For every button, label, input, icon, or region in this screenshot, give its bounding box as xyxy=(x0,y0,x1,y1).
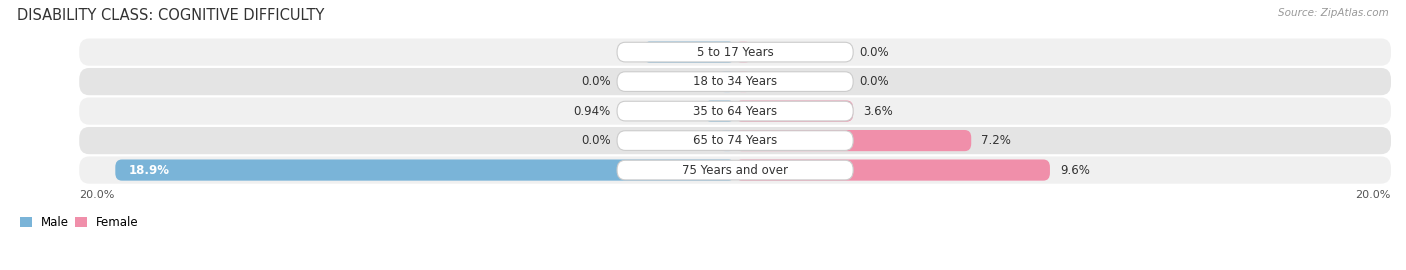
Text: 9.6%: 9.6% xyxy=(1060,164,1090,177)
FancyBboxPatch shape xyxy=(115,160,735,181)
FancyBboxPatch shape xyxy=(735,100,853,122)
FancyBboxPatch shape xyxy=(79,156,1391,184)
FancyBboxPatch shape xyxy=(617,131,853,150)
Text: 7.2%: 7.2% xyxy=(981,134,1011,147)
FancyBboxPatch shape xyxy=(79,127,1391,154)
FancyBboxPatch shape xyxy=(617,72,853,92)
Text: 3.6%: 3.6% xyxy=(863,104,893,118)
FancyBboxPatch shape xyxy=(718,71,735,92)
FancyBboxPatch shape xyxy=(79,68,1391,95)
FancyBboxPatch shape xyxy=(617,101,853,121)
FancyBboxPatch shape xyxy=(79,39,1391,66)
Text: DISABILITY CLASS: COGNITIVE DIFFICULTY: DISABILITY CLASS: COGNITIVE DIFFICULTY xyxy=(17,8,325,23)
FancyBboxPatch shape xyxy=(79,97,1391,125)
Text: 5 to 17 Years: 5 to 17 Years xyxy=(697,46,773,59)
FancyBboxPatch shape xyxy=(718,130,735,151)
FancyBboxPatch shape xyxy=(704,100,735,122)
Text: 0.94%: 0.94% xyxy=(574,104,610,118)
Text: 0.0%: 0.0% xyxy=(581,134,610,147)
Text: 0.0%: 0.0% xyxy=(859,75,890,88)
FancyBboxPatch shape xyxy=(617,42,853,62)
Text: 0.0%: 0.0% xyxy=(581,75,610,88)
FancyBboxPatch shape xyxy=(735,130,972,151)
Text: 2.8%: 2.8% xyxy=(657,46,689,59)
Text: 75 Years and over: 75 Years and over xyxy=(682,164,789,177)
Text: 18.9%: 18.9% xyxy=(128,164,170,177)
FancyBboxPatch shape xyxy=(735,42,752,63)
Text: 20.0%: 20.0% xyxy=(1355,191,1391,201)
Text: 65 to 74 Years: 65 to 74 Years xyxy=(693,134,778,147)
FancyBboxPatch shape xyxy=(735,71,752,92)
FancyBboxPatch shape xyxy=(617,160,853,180)
Text: Source: ZipAtlas.com: Source: ZipAtlas.com xyxy=(1278,8,1389,18)
Text: 18 to 34 Years: 18 to 34 Years xyxy=(693,75,778,88)
Legend: Male, Female: Male, Female xyxy=(15,212,143,234)
FancyBboxPatch shape xyxy=(735,160,1050,181)
Text: 20.0%: 20.0% xyxy=(79,191,115,201)
FancyBboxPatch shape xyxy=(644,42,735,63)
Text: 35 to 64 Years: 35 to 64 Years xyxy=(693,104,778,118)
Text: 0.0%: 0.0% xyxy=(859,46,890,59)
